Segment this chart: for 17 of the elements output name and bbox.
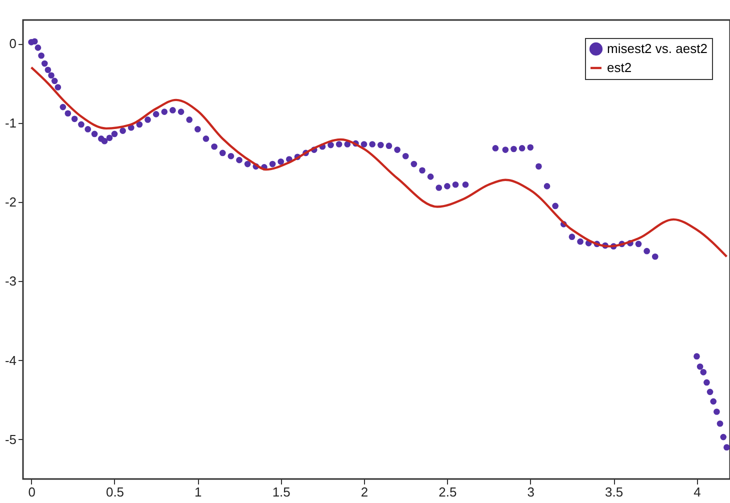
y-tick-label: -2 <box>4 194 16 210</box>
x-tick-label: 4 <box>694 484 701 500</box>
x-tick-label: 2.5 <box>438 484 457 500</box>
y-tick-label: -4 <box>4 352 16 368</box>
x-tick-label: 3.5 <box>605 484 624 500</box>
x-tick-label: 2 <box>360 484 368 500</box>
y-tick-label: 0 <box>9 36 16 52</box>
x-tick-label: 1 <box>194 484 202 500</box>
x-tick-label: 1.5 <box>272 484 290 500</box>
y-tick-label: -3 <box>4 274 16 289</box>
legend-label: est2 <box>607 60 632 75</box>
x-tick-label: 3 <box>527 484 534 500</box>
legend-label: misest2 vs. aest2 <box>607 41 708 56</box>
x-tick-label: 0.5 <box>106 484 124 500</box>
y-tick-label: -5 <box>4 432 16 447</box>
y-tick-label: -1 <box>4 115 16 130</box>
x-tick-label: 0 <box>28 484 36 500</box>
